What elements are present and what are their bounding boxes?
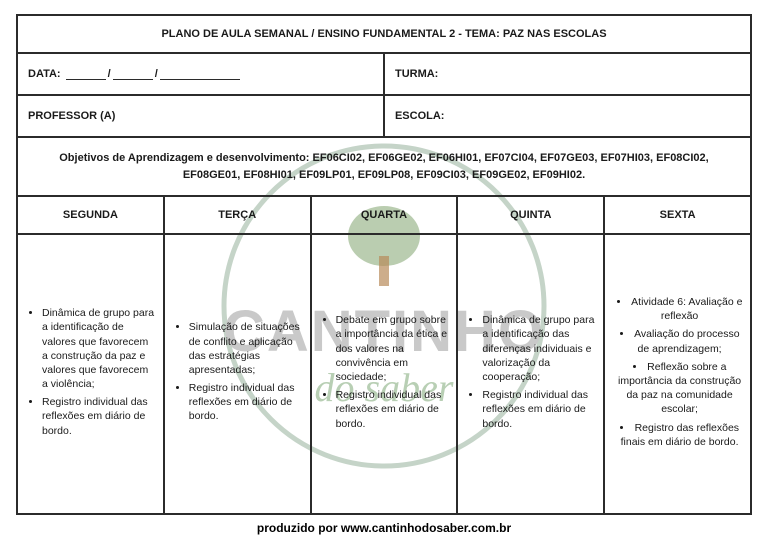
day-head-terca: TERÇA [164,196,311,234]
data-field: DATA: // [17,53,384,95]
footer-credit: produzido por www.cantinhodosaber.com.br [16,521,752,535]
list-item: Registro individual das reflexões em diá… [336,388,451,431]
day-cell-quinta: Dinâmica de grupo para a identificação d… [457,234,604,514]
day-cell-quarta: Debate em grupo sobre a importância da é… [311,234,458,514]
day-cell-terca: Simulação de situações de conflito e apl… [164,234,311,514]
list-item: Debate em grupo sobre a importância da é… [336,313,451,384]
list-item: Atividade 6: Avaliação e reflexão [615,295,744,323]
list-item: Dinâmica de grupo para a identificação d… [482,313,597,384]
list-item: Avaliação do processo de aprendizagem; [615,327,744,355]
turma-field: TURMA: [384,53,751,95]
quinta-list: Dinâmica de grupo para a identificação d… [464,313,597,430]
list-item: Dinâmica de grupo para a identificação d… [42,306,157,391]
day-head-quarta: QUARTA [311,196,458,234]
professor-field: PROFESSOR (A) [17,95,384,137]
plan-container: PLANO DE AULA SEMANAL / ENSINO FUNDAMENT… [0,0,768,543]
day-cell-sexta: Atividade 6: Avaliação e reflexão Avalia… [604,234,751,514]
objectives-cell: Objetivos de Aprendizagem e desenvolvime… [17,137,751,196]
terca-list: Simulação de situações de conflito e apl… [171,320,304,423]
escola-field: ESCOLA: [384,95,751,137]
objectives-prefix: Objetivos de Aprendizagem e desenvolvime… [59,152,312,164]
segunda-list: Dinâmica de grupo para a identificação d… [24,306,157,438]
blank-year [160,68,240,80]
blank-month [113,68,153,80]
sexta-list: Atividade 6: Avaliação e reflexão Avalia… [611,295,744,449]
list-item: Registro individual das reflexões em diá… [482,388,597,431]
quarta-list: Debate em grupo sobre a importância da é… [318,313,451,430]
list-item: Registro individual das reflexões em diá… [189,381,304,424]
list-item: Registro das reflexões finais em diário … [615,421,744,449]
list-item: Registro individual das reflexões em diá… [42,395,157,438]
list-item: Reflexão sobre a importância da construç… [615,360,744,417]
plan-table: PLANO DE AULA SEMANAL / ENSINO FUNDAMENT… [16,14,752,515]
day-head-sexta: SEXTA [604,196,751,234]
plan-title: PLANO DE AULA SEMANAL / ENSINO FUNDAMENT… [17,15,751,53]
day-head-segunda: SEGUNDA [17,196,164,234]
day-cell-segunda: Dinâmica de grupo para a identificação d… [17,234,164,514]
blank-day [66,68,106,80]
list-item: Simulação de situações de conflito e apl… [189,320,304,377]
data-label: DATA: [28,68,61,80]
day-head-quinta: QUINTA [457,196,604,234]
